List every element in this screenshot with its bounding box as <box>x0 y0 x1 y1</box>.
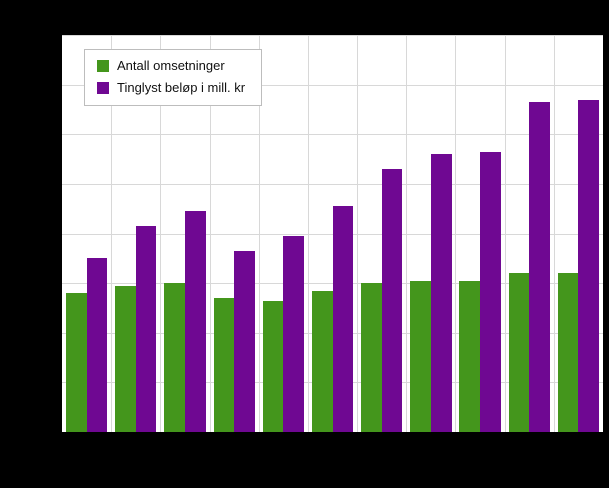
legend: Antall omsetninger Tinglyst beløp i mill… <box>84 49 263 106</box>
gridline-vertical <box>209 35 211 432</box>
gridline-horizontal <box>62 233 603 235</box>
bar-group <box>456 35 505 432</box>
gridline-vertical <box>553 35 555 432</box>
bar-antall-omsetninger <box>459 280 481 432</box>
legend-label-tinglyst-belop: Tinglyst beløp i mill. kr <box>117 80 246 95</box>
gridline-vertical <box>258 35 260 432</box>
bar-group <box>357 35 406 432</box>
legend-label-antall-omsetninger: Antall omsetninger <box>117 58 225 73</box>
bar-tinglyst-belop <box>381 169 403 432</box>
bar-tinglyst-belop <box>332 206 354 432</box>
bar-groups <box>62 35 603 432</box>
legend-swatch-green-icon <box>97 60 109 72</box>
bar-tinglyst-belop <box>480 151 501 432</box>
bar-antall-omsetninger <box>65 293 87 432</box>
bar-antall-omsetninger <box>164 283 185 432</box>
bar-group <box>111 35 160 432</box>
gridline-vertical <box>307 35 309 432</box>
plot-area: Antall omsetninger Tinglyst beløp i mill… <box>62 35 603 432</box>
bar-antall-omsetninger <box>410 280 431 432</box>
bar-antall-omsetninger <box>262 300 284 432</box>
bar-tinglyst-belop <box>578 99 600 432</box>
bar-group <box>308 35 357 432</box>
bar-group <box>259 35 308 432</box>
bar-group <box>62 35 111 432</box>
bar-group <box>554 35 603 432</box>
legend-item-antall-omsetninger: Antall omsetninger <box>97 59 245 73</box>
bar-tinglyst-belop <box>184 211 206 432</box>
bar-antall-omsetninger <box>115 285 136 432</box>
bar-antall-omsetninger <box>361 283 382 432</box>
bar-antall-omsetninger <box>508 273 530 432</box>
bar-group <box>210 35 259 432</box>
bar-tinglyst-belop <box>283 235 304 432</box>
bar-antall-omsetninger <box>557 273 579 432</box>
bar-tinglyst-belop <box>234 250 255 432</box>
gridline-vertical <box>111 35 113 432</box>
bar-antall-omsetninger <box>311 290 333 432</box>
gridline-horizontal <box>62 283 603 285</box>
gridline-horizontal <box>62 183 603 185</box>
legend-item-tinglyst-belop: Tinglyst beløp i mill. kr <box>97 81 245 95</box>
gridline-vertical <box>357 35 359 432</box>
gridline-horizontal <box>62 35 603 36</box>
gridline-vertical <box>455 35 457 432</box>
bar-tinglyst-belop <box>529 102 550 432</box>
bar-tinglyst-belop <box>430 154 452 432</box>
bar-group <box>406 35 455 432</box>
bar-group <box>505 35 554 432</box>
bar-tinglyst-belop <box>86 258 108 432</box>
gridline-vertical <box>406 35 408 432</box>
bar-tinglyst-belop <box>135 226 157 432</box>
legend-swatch-purple-icon <box>97 82 109 94</box>
gridline-vertical <box>504 35 506 432</box>
bar-group <box>160 35 209 432</box>
gridline-horizontal <box>62 84 603 86</box>
gridline-horizontal <box>62 134 603 136</box>
gridline-vertical <box>160 35 162 432</box>
bar-antall-omsetninger <box>213 298 235 432</box>
